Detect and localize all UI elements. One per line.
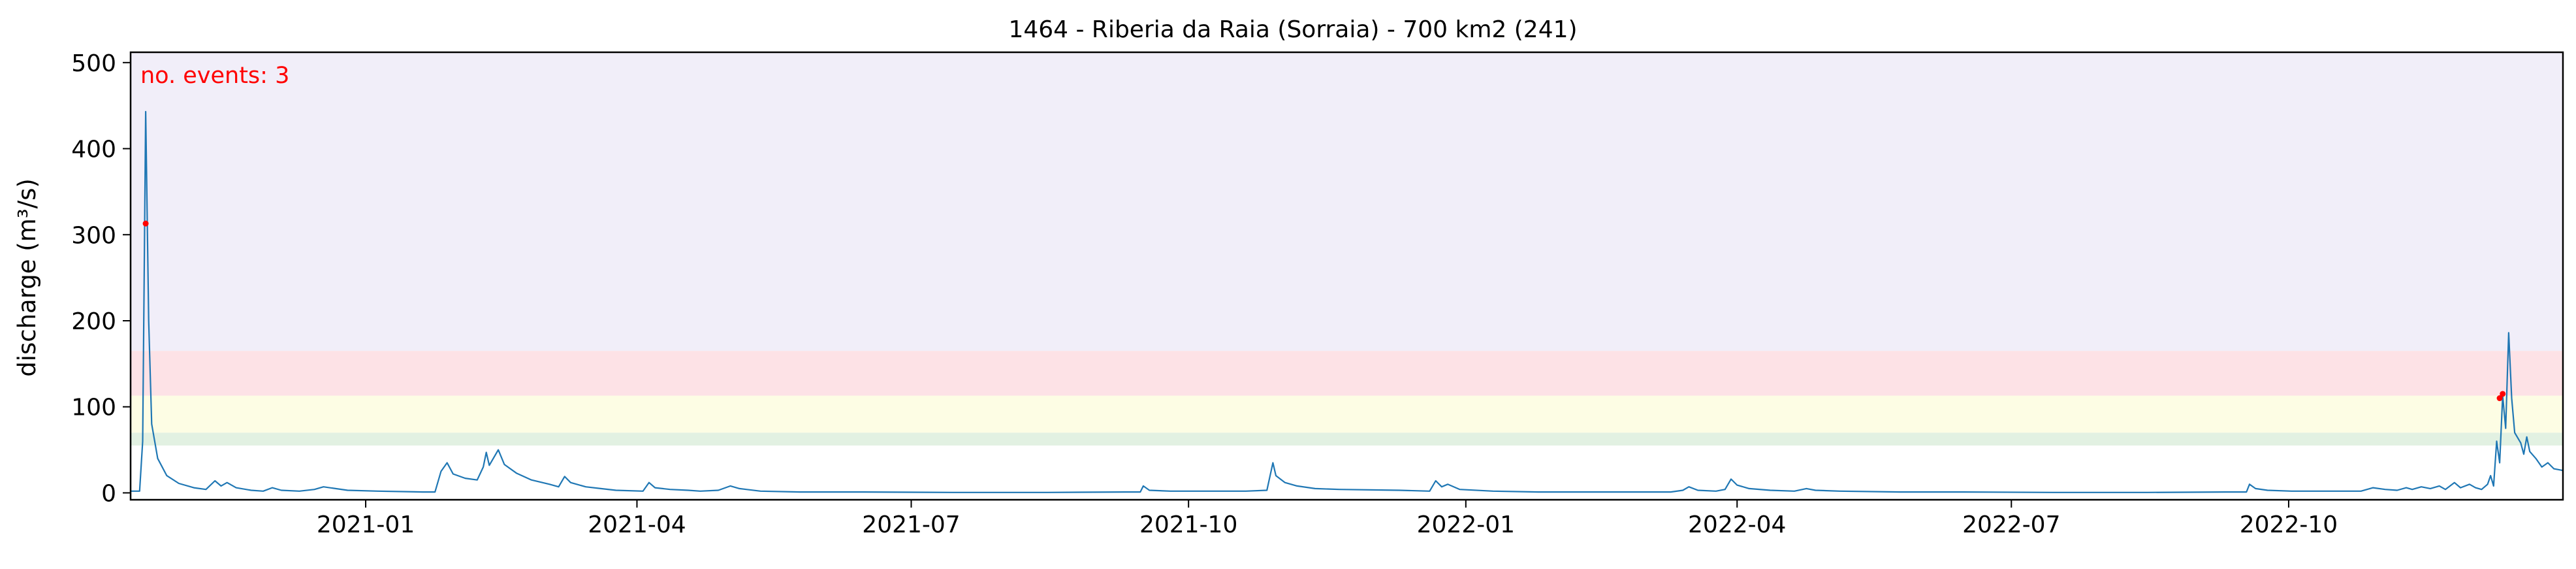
chart-title: 1464 - Riberia da Raia (Sorraia) - 700 k… [1008, 16, 1577, 43]
events-count-annotation: no. events: 3 [140, 63, 289, 89]
y-tick-label: 200 [71, 308, 116, 335]
plot-frame [129, 51, 2564, 501]
x-tick-label: 2021-04 [588, 512, 686, 538]
threshold-band-2 [131, 351, 2563, 396]
x-tick-label: 2022-01 [1417, 512, 1515, 538]
event-marker-0 [142, 220, 149, 227]
threshold-band-3 [131, 52, 2563, 351]
y-tick-label: 300 [71, 222, 116, 249]
y-tick-label: 100 [71, 395, 116, 421]
event-marker-2 [2500, 391, 2506, 397]
y-tick-label: 400 [71, 137, 116, 163]
event-marker-1 [2496, 395, 2503, 402]
threshold-band-0 [131, 432, 2563, 446]
threshold-bands [131, 52, 2563, 446]
y-axis-label: discharge (m³/s) [13, 178, 41, 377]
threshold-band-1 [131, 395, 2563, 433]
x-tick-label: 2021-01 [317, 512, 415, 538]
event-markers [142, 220, 2506, 402]
y-tick-label: 0 [101, 480, 116, 507]
x-tick-label: 2022-07 [1962, 512, 2060, 538]
discharge-series-line-0 [131, 110, 2564, 493]
x-tick-label: 2022-10 [2240, 512, 2338, 538]
y-axis: 0 100 200 300 400 500 [71, 50, 131, 507]
x-tick-label: 2021-10 [1139, 512, 1237, 538]
series-layer [131, 110, 2564, 493]
x-axis: 2021-01 2021-04 2021-07 2021-10 2022-01 2022-… [317, 500, 2338, 538]
x-tick-label: 2021-07 [862, 512, 960, 538]
x-tick-label: 2022-04 [1688, 512, 1786, 538]
y-tick-label: 500 [71, 50, 116, 77]
